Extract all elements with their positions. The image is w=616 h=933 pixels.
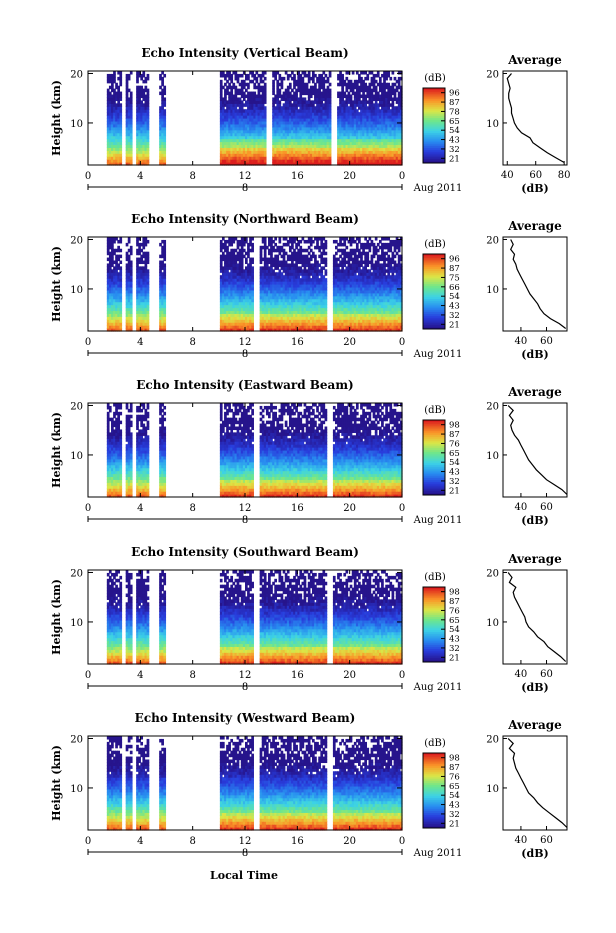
heatmap-cell <box>147 240 150 244</box>
heatmap-cell <box>264 106 267 110</box>
heatmap-cell <box>163 109 166 113</box>
heatmap-cell <box>325 278 328 282</box>
colorbar-label: (dB) <box>424 73 446 84</box>
average-y-tick-label: 10 <box>486 119 499 130</box>
heatmap-cell <box>119 103 122 107</box>
heatmap-cell <box>325 252 328 256</box>
heatmap-cell <box>163 97 166 101</box>
date-label: Aug 2011 <box>413 183 463 194</box>
heatmap-cell <box>147 89 150 93</box>
heatmap-cell <box>163 263 166 267</box>
heatmap-cell <box>278 237 281 241</box>
average-x-tick-label: 80 <box>558 170 571 181</box>
panel-title: Echo Intensity (Vertical Beam) <box>141 46 348 60</box>
x-tick-label: 4 <box>137 171 143 182</box>
heatmap-cell <box>119 92 122 96</box>
heatmap-cell <box>325 240 328 244</box>
average-title: Average <box>507 53 562 67</box>
heatmap-cell <box>113 71 116 75</box>
y-tick-label: 10 <box>70 119 83 130</box>
colorbar <box>423 88 445 164</box>
heatmap-cell <box>119 261 122 265</box>
colorbar-tick-label: 21 <box>449 154 460 164</box>
panel-title: Echo Intensity (Northward Beam) <box>131 212 359 226</box>
heatmap-cell <box>289 83 292 87</box>
y-tick-label: 20 <box>70 69 83 80</box>
heatmap-field <box>107 237 403 332</box>
heatmap-cell <box>352 71 355 75</box>
heatmap-cell <box>325 258 328 262</box>
heatmap-cell <box>264 77 267 81</box>
heatmap-cell <box>128 237 131 241</box>
heatmap-cell <box>147 252 150 256</box>
x-tick-label: 8 <box>189 171 195 182</box>
heatmap-cell <box>251 258 254 262</box>
heatmap-cell <box>293 74 296 78</box>
heatmap-cell <box>392 71 395 75</box>
heatmap-cell <box>142 71 145 75</box>
heatmap-cell <box>163 240 166 244</box>
x-tick-label: 0 <box>399 171 405 182</box>
average-x-tick-label: 40 <box>501 170 514 181</box>
heatmap-cell <box>274 237 277 241</box>
heatmap-cell <box>119 249 122 253</box>
heatmap-cell <box>377 71 380 75</box>
heatmap-cell <box>389 77 392 81</box>
x-tick-label: 20 <box>343 171 356 182</box>
average-x-label: (dB) <box>521 182 548 195</box>
y-axis-label: Height (km) <box>50 80 63 156</box>
heatmap-cell <box>119 71 122 75</box>
panel-0: Echo Intensity (Vertical Beam) 20 10 Height… <box>50 46 571 195</box>
heatmap-cell <box>308 71 311 75</box>
heatmap-cell <box>251 243 254 247</box>
heatmap-cell <box>329 89 332 93</box>
heatmap-cell <box>264 83 267 87</box>
heatmap-cell <box>329 83 332 87</box>
heatmap-cell <box>329 71 332 75</box>
panel-1: Echo Intensity (Northward Beam)2010Heigh… <box>50 212 567 361</box>
average-x-tick-label: 60 <box>529 170 542 181</box>
heatmap-cell <box>119 237 122 241</box>
heatmap-cell <box>264 71 267 75</box>
heatmap-cell <box>251 266 254 270</box>
heatmap-cell <box>387 71 390 75</box>
average-profile-line <box>507 74 564 163</box>
heatmap-cell <box>130 246 133 250</box>
heatmap-cell <box>163 74 166 78</box>
x-tick-label: 0 <box>85 171 91 182</box>
heatmap-cell <box>283 77 286 81</box>
heatmap-cell <box>130 92 133 96</box>
heatmap-cell <box>220 80 223 84</box>
heatmap-field <box>107 71 403 166</box>
heatmap-cell <box>130 71 133 75</box>
heatmap-cell <box>264 237 267 241</box>
heatmap-cell <box>314 255 317 259</box>
average-y-tick-label: 20 <box>486 69 499 80</box>
heatmap-cell <box>341 74 344 78</box>
heatmap-cell <box>251 237 254 241</box>
x-tick-label: 12 <box>239 171 252 182</box>
heatmap-cell <box>163 86 166 90</box>
heatmap-cell <box>147 74 150 78</box>
heatmap-cell <box>119 255 122 259</box>
heatmap-cell <box>119 266 122 270</box>
heatmap-cell <box>147 269 150 273</box>
heatmap-cell <box>130 261 133 265</box>
heatmap-cell <box>325 269 328 273</box>
x-axis-label: Local Time <box>210 869 278 882</box>
x-tick-label: 16 <box>291 171 304 182</box>
day-label: 8 <box>242 183 248 194</box>
